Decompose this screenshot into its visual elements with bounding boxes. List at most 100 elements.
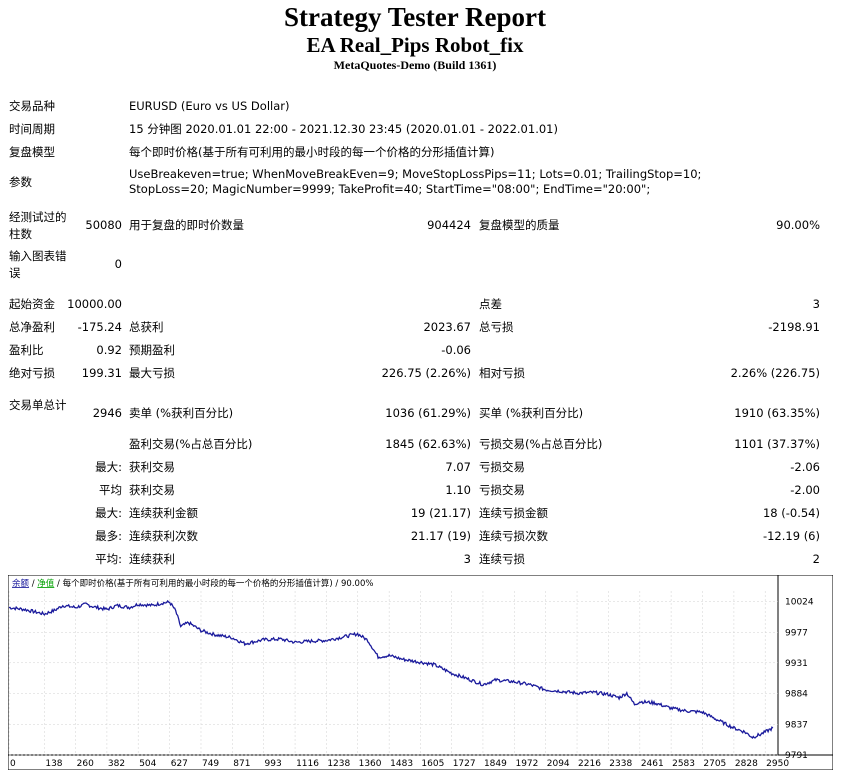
legend-balance: 余额 [12, 578, 30, 589]
spread-value: 3 [812, 297, 820, 311]
chart-svg: 余额 / 净值 / 每个即时价格(基于所有可利用的最小时段的每一个价格的分形插值… [7, 574, 834, 771]
x-tick-label: 504 [139, 759, 156, 769]
row-b-label: 亏损交易 [479, 460, 525, 474]
period-value: 15 分钟图 2020.01.01 22:00 - 2021.12.30 23:… [129, 122, 558, 136]
net-profit-label: 总净盈利 [9, 320, 55, 334]
absolute-drawdown-value: 199.31 [81, 366, 122, 380]
ea-name: EA Real_Pips Robot_fix [306, 33, 524, 57]
bars-label: 经测试过的柱数 [9, 210, 67, 241]
profit-trades-label: 盈利交易(%占总百分比) [129, 437, 253, 451]
x-tick-label: 2216 [578, 759, 601, 769]
y-tick-label: 9837 [785, 721, 808, 731]
x-tick-label: 871 [233, 759, 250, 769]
row-a-label: 连续获利 [129, 552, 175, 566]
errors-label: 输入图表错误 [9, 249, 67, 280]
symbol-value: EURUSD (Euro vs US Dollar) [129, 99, 290, 113]
absolute-drawdown-label: 绝对亏损 [9, 366, 55, 380]
ticks-label: 用于复盘的即时价数量 [129, 218, 244, 232]
x-tick-label: 1727 [453, 759, 476, 769]
y-tick-label: 9791 [785, 751, 808, 761]
errors-value: 0 [114, 257, 122, 271]
x-tick-label: 260 [77, 759, 94, 769]
x-tick-label: 2583 [672, 759, 695, 769]
row-a-label: 连续获利金额 [129, 506, 198, 520]
symbol-label: 交易品种 [9, 99, 55, 113]
total-trades-value: 2946 [92, 406, 122, 420]
x-tick-label: 2950 [766, 759, 789, 769]
expected-payoff-value: -0.06 [441, 343, 471, 357]
x-tick-label: 627 [171, 759, 188, 769]
bars-value: 50080 [85, 218, 122, 232]
x-tick-label: 1605 [421, 759, 444, 769]
long-trades-label: 买单 (%获利百分比) [479, 406, 584, 420]
profit-factor-label: 盈利比 [9, 343, 44, 357]
deposit-value: 10000.00 [67, 297, 122, 311]
row-prefix: 最多: [95, 529, 122, 543]
row-prefix: 平均 [99, 483, 122, 497]
relative-drawdown-value: 2.26% (226.75) [730, 366, 820, 380]
model-label: 复盘模型 [9, 145, 55, 159]
row-a-value: 3 [463, 552, 471, 566]
x-tick-label: 382 [108, 759, 125, 769]
row-b-label: 亏损交易 [479, 483, 525, 497]
y-tick-label: 10024 [785, 598, 814, 608]
total-trades-label: 交易单总计 [9, 398, 67, 412]
x-tick-label: 2705 [703, 759, 726, 769]
y-tick-label: 9977 [785, 628, 808, 638]
row-a-label: 获利交易 [129, 483, 175, 497]
report-title: Strategy Tester Report [284, 2, 546, 32]
loss-trades-label: 亏损交易(%占总百分比) [479, 437, 603, 451]
row-prefix: 最大: [95, 506, 122, 520]
deposit-label: 起始资金 [9, 297, 55, 311]
row-b-value: 18 (-0.54) [762, 506, 820, 520]
x-tick-label: 0 [10, 759, 16, 769]
row-b-value: -2.06 [790, 460, 820, 474]
build-info: MetaQuotes-Demo (Build 1361) [333, 58, 497, 72]
legend-sep: / [54, 579, 62, 589]
row-b-label: 连续亏损金额 [479, 506, 548, 520]
gross-profit-label: 总获利 [129, 320, 164, 334]
row-b-label: 连续亏损次数 [479, 529, 548, 543]
x-tick-label: 749 [202, 759, 219, 769]
row-prefix: 最大: [95, 460, 122, 474]
row-a-value: 7.07 [445, 460, 471, 474]
x-tick-label: 1483 [390, 759, 413, 769]
max-drawdown-label: 最大亏损 [129, 366, 175, 380]
short-trades-label: 卖单 (%获利百分比) [129, 406, 234, 420]
legend-sep: / [29, 579, 37, 589]
legend-quality: 90.00% [341, 579, 373, 589]
row-a-label: 获利交易 [129, 460, 175, 474]
x-tick-label: 1360 [359, 759, 382, 769]
x-tick-label: 2828 [735, 759, 758, 769]
row-b-label: 连续亏损 [479, 552, 525, 566]
params-label: 参数 [9, 175, 32, 189]
x-tick-label: 1972 [515, 759, 538, 769]
row-a-value: 1.10 [445, 483, 471, 497]
legend-equity: 净值 [37, 578, 55, 589]
row-a-label: 连续获利次数 [129, 529, 198, 543]
legend-model: 每个即时价格(基于所有可利用的最小时段的每一个价格的分形插值计算) [63, 578, 333, 589]
x-tick-label: 138 [45, 759, 62, 769]
spread-label: 点差 [479, 297, 502, 311]
legend-sep: / [333, 579, 341, 589]
balance-series-line [8, 599, 774, 740]
period-label: 时间周期 [9, 122, 55, 136]
y-tick-label: 9884 [785, 690, 808, 700]
ticks-value: 904424 [427, 218, 471, 232]
gross-loss-label: 总亏损 [479, 320, 514, 334]
x-tick-label: 1238 [327, 759, 350, 769]
x-tick-label: 1849 [484, 759, 507, 769]
row-b-value: -12.19 (6) [762, 529, 820, 543]
row-a-value: 21.17 (19) [410, 529, 471, 543]
params-value: UseBreakeven=true; WhenMoveBreakEven=9; … [129, 167, 702, 196]
x-tick-label: 993 [265, 759, 282, 769]
gross-loss-value: -2198.91 [768, 320, 820, 334]
profit-trades-value: 1845 (62.63%) [385, 437, 471, 451]
short-trades-value: 1036 (61.29%) [385, 406, 471, 420]
long-trades-value: 1910 (63.35%) [734, 406, 820, 420]
max-drawdown-value: 226.75 (2.26%) [381, 366, 471, 380]
y-tick-label: 9931 [785, 659, 808, 669]
net-profit-value: -175.24 [77, 320, 122, 334]
x-tick-label: 2461 [641, 759, 664, 769]
row-b-value: 2 [812, 552, 820, 566]
